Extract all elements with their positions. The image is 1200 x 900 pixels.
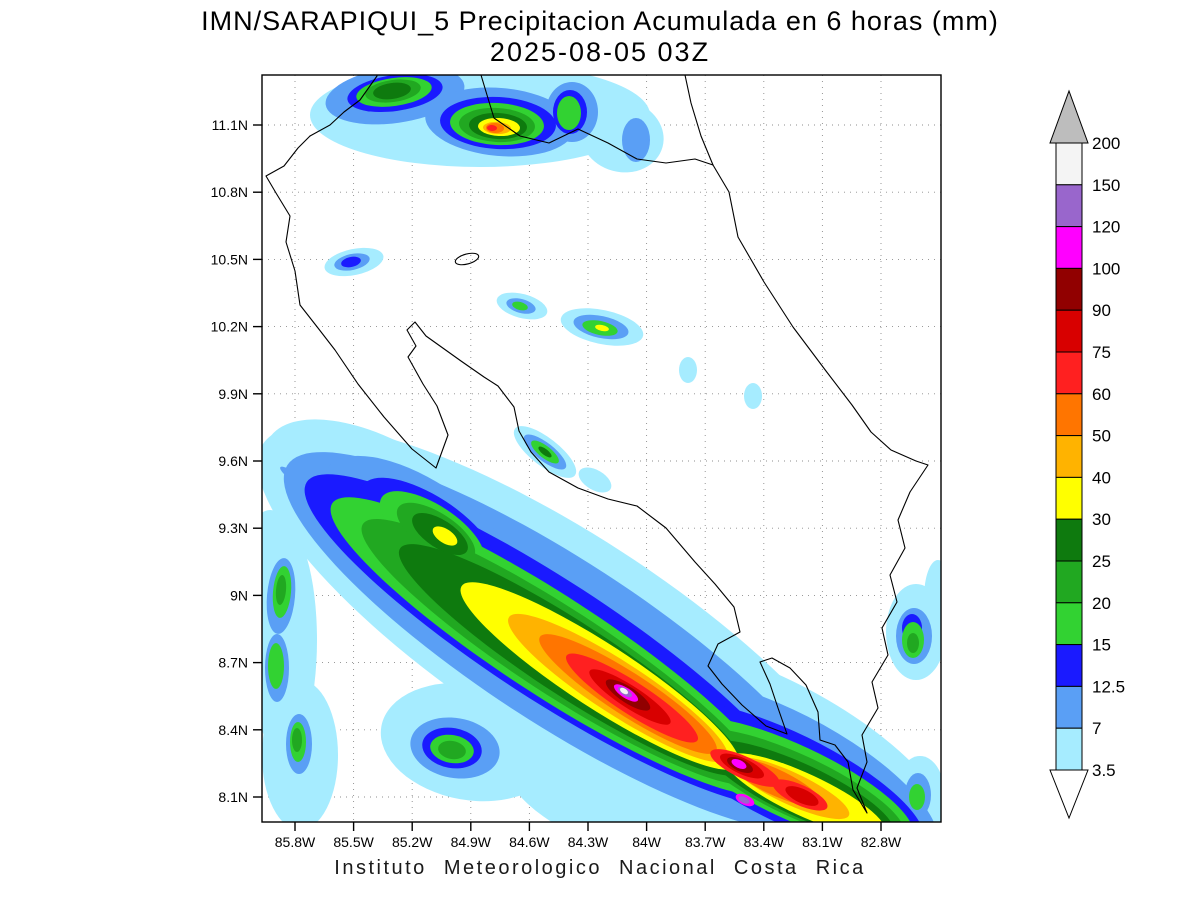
precip-contour-cell <box>622 118 650 162</box>
colorbar-segment <box>1055 435 1083 478</box>
colorbar-segments <box>1049 89 1089 820</box>
colorbar-tick-label: 12.5 <box>1092 677 1125 696</box>
colorbar-tick-label: 40 <box>1092 468 1111 487</box>
x-tick-label: 85.8W <box>275 834 316 850</box>
coast-segment <box>684 75 714 166</box>
colorbar-segment <box>1055 518 1083 562</box>
precip-contour-cell <box>487 124 497 132</box>
precip-contour-cell <box>785 786 819 806</box>
colorbar-under-arrow <box>1049 769 1089 820</box>
colorbar-segment <box>1055 602 1083 646</box>
precip-contour-cell <box>924 560 941 636</box>
precip-contour-cell <box>909 784 925 810</box>
colorbar-tick-label: 30 <box>1092 510 1111 529</box>
colorbar-labels: 200 150 120 100 90 75 60 50 40 30 25 20 15 12.5 7 3.5 <box>1092 134 1125 780</box>
colorbar-segment <box>1055 685 1083 729</box>
colorbar-tick-label: 100 <box>1092 259 1120 278</box>
colorbar-tick-label: 7 <box>1092 719 1101 738</box>
precip-contour-cell <box>744 383 762 409</box>
colorbar-segment <box>1055 476 1083 520</box>
precip-contour-cell <box>292 728 302 752</box>
colorbar-tick-label: 50 <box>1092 427 1111 446</box>
colorbar-segment <box>1055 142 1083 186</box>
x-tick-label: 85.2W <box>392 834 433 850</box>
y-tick-label: 10.5N <box>211 251 248 267</box>
footer-caption: Instituto Meteorologico Nacional Costa R… <box>334 857 866 879</box>
colorbar-tick-label: 75 <box>1092 343 1111 362</box>
x-tick-label: 84.6W <box>509 834 550 850</box>
border-segment <box>309 75 378 137</box>
precip-contour-cell <box>538 446 552 458</box>
y-tick-label: 9N <box>230 587 248 603</box>
precip-contour-cell <box>595 324 609 332</box>
x-tick-label: 82.8W <box>861 834 902 850</box>
axis-ticks <box>253 124 882 831</box>
colorbar-tick-label: 15 <box>1092 636 1111 655</box>
precip-contour-cell <box>505 737 735 822</box>
x-axis-labels: 85.8W 85.5W 85.2W 84.9W 84.6W 84.3W 84W 83.7W 83… <box>275 834 902 850</box>
x-tick-label: 83.7W <box>685 834 726 850</box>
colorbar-tick-label: 150 <box>1092 176 1120 195</box>
y-tick-label: 10.8N <box>211 184 248 200</box>
precip-contour-cell <box>432 526 458 546</box>
x-tick-label: 84.9W <box>451 834 492 850</box>
x-tick-label: 83.4W <box>744 834 785 850</box>
precip-contour-cell <box>907 633 919 653</box>
border-segment <box>480 75 714 166</box>
chart-title: IMN/SARAPIQUI_5 Precipitacion Acumulada … <box>201 6 999 36</box>
coastline <box>265 75 929 814</box>
y-axis-labels: 11.1N 10.8N 10.5N 10.2N 9.9N 9.6N 9.3N 9N 8.7N 8.… <box>211 117 248 805</box>
precip-contour-cell <box>731 759 747 769</box>
colorbar-tick-label: 3.5 <box>1092 761 1116 780</box>
colorbar-segment <box>1055 393 1083 437</box>
y-tick-label: 8.1N <box>218 789 248 805</box>
colorbar-segment <box>1055 226 1083 269</box>
y-tick-label: 9.9N <box>218 386 248 402</box>
precip-contour-cell <box>557 96 581 130</box>
coast-segment <box>265 135 929 814</box>
precip-contour-cell <box>275 575 287 605</box>
colorbar-tick-label: 25 <box>1092 552 1111 571</box>
x-tick-label: 84.3W <box>568 834 609 850</box>
chart-subtitle: 2025-08-05 03Z <box>489 37 711 67</box>
colorbar-segment <box>1055 644 1083 687</box>
precip-contour-cell <box>738 796 750 804</box>
x-tick-label: 85.5W <box>333 834 374 850</box>
y-tick-label: 9.6N <box>218 453 248 469</box>
colorbar-tick-label: 200 <box>1092 134 1120 153</box>
precip-contour-cell <box>268 643 284 689</box>
colorbar-tick-label: 60 <box>1092 385 1111 404</box>
colorbar-segment <box>1055 267 1083 311</box>
colorbar-segment <box>1055 309 1083 353</box>
colorbar-tick-label: 90 <box>1092 301 1111 320</box>
plot-frame <box>261 74 942 823</box>
precip-contour-cell <box>578 467 612 493</box>
x-tick-label: 83.1W <box>802 834 843 850</box>
colorbar-segment <box>1055 351 1083 395</box>
colorbar-segment <box>1055 727 1083 771</box>
precip-contour-cell <box>512 301 528 311</box>
precip-contour-cell <box>438 740 466 760</box>
x-tick-label: 84W <box>632 834 662 850</box>
colorbar-tick-label: 20 <box>1092 594 1111 613</box>
colorbar-segment <box>1055 560 1083 604</box>
precipitation-shading <box>262 75 941 822</box>
precip-contour-cell <box>373 82 411 100</box>
y-tick-label: 8.7N <box>218 655 248 671</box>
y-tick-label: 9.3N <box>218 520 248 536</box>
precip-contour-cell <box>341 256 361 268</box>
y-tick-label: 11.1N <box>212 117 248 133</box>
precip-contour-cell <box>679 357 697 383</box>
y-tick-label: 10.2N <box>211 319 248 335</box>
colorbar-tick-label: 120 <box>1092 218 1120 237</box>
y-tick-label: 8.4N <box>218 722 248 738</box>
colorbar-over-arrow <box>1049 89 1089 144</box>
colorbar-segment <box>1055 184 1083 228</box>
lake-outline <box>454 252 480 266</box>
precip-contour-cell <box>619 687 629 695</box>
